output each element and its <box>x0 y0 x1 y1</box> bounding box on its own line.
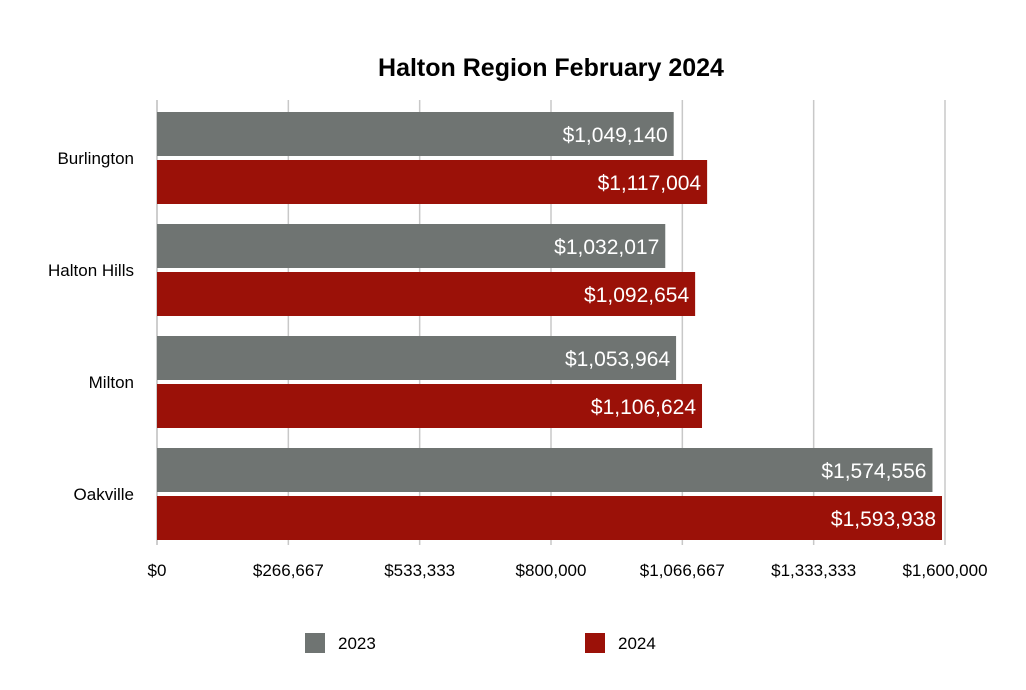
bar-2023 <box>157 112 674 156</box>
legend-swatch <box>305 633 325 653</box>
bar-2024 <box>157 160 708 204</box>
category-label: Halton Hills <box>48 261 134 280</box>
data-label: $1,117,004 <box>598 172 702 195</box>
data-label: $1,574,556 <box>821 460 926 483</box>
category-label: Milton <box>89 373 134 392</box>
data-label: $1,092,654 <box>584 284 689 307</box>
data-label: $1,106,624 <box>591 396 696 419</box>
legend-label: 2023 <box>338 634 376 653</box>
data-label: $1,032,017 <box>554 236 659 259</box>
x-tick-label: $800,000 <box>516 561 587 580</box>
x-tick-label: $533,333 <box>384 561 455 580</box>
x-tick-label: $0 <box>148 561 167 580</box>
bar-2024 <box>157 496 943 540</box>
x-tick-label: $1,600,000 <box>902 561 987 580</box>
legend-swatch <box>585 633 605 653</box>
data-label: $1,053,964 <box>565 348 670 371</box>
bar-2023 <box>157 448 933 492</box>
chart-title: Halton Region February 2024 <box>378 54 724 82</box>
legend: 2023 2024 <box>305 633 656 653</box>
data-label: $1,049,140 <box>563 124 668 147</box>
bar-2023 <box>157 336 677 380</box>
data-label: $1,593,938 <box>831 508 936 531</box>
category-label: Burlington <box>57 149 134 168</box>
x-tick-label: $1,333,333 <box>771 561 856 580</box>
bar-2024 <box>157 272 696 316</box>
bars <box>157 112 943 540</box>
category-label: Oakville <box>74 485 134 504</box>
x-tick-label: $266,667 <box>253 561 324 580</box>
data-labels: $1,049,140 $1,117,004 $1,032,017 $1,092,654… <box>554 124 936 531</box>
bar-2023 <box>157 224 666 268</box>
bar-2024 <box>157 384 703 428</box>
tick-labels: $0 $266,667 $533,333 $800,000 $1,066,667 $1,3… <box>148 561 988 580</box>
category-labels: Burlington Halton Hills Milton Oakville <box>48 149 134 504</box>
x-tick-label: $1,066,667 <box>640 561 725 580</box>
legend-label: 2024 <box>618 634 656 653</box>
